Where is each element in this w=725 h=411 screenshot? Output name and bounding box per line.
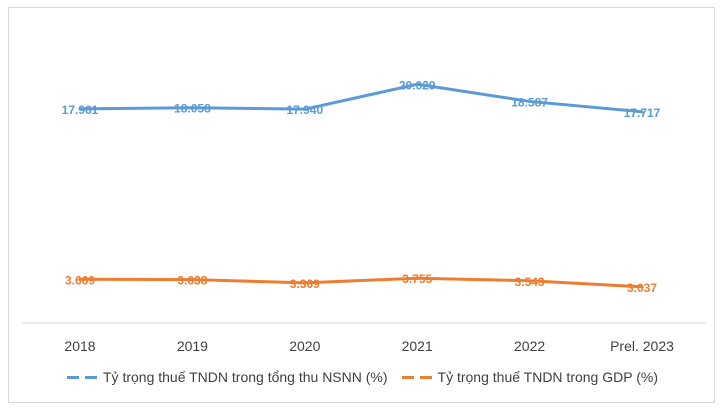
data-point (415, 276, 419, 280)
data-label: 3.543 (515, 275, 545, 289)
x-tick-label: 2022 (514, 338, 545, 354)
legend-item-0: Tỷ trọng thuế TNDN trong tổng thu NSNN (… (67, 369, 388, 385)
data-label: 20.029 (399, 78, 436, 92)
data-label: 18.587 (511, 95, 548, 109)
data-label: 18.058 (174, 102, 211, 116)
legend-swatch-1 (401, 375, 432, 379)
x-tick-label: 2019 (177, 338, 208, 354)
data-point (78, 277, 82, 281)
x-tick-label: Prel. 2023 (610, 338, 674, 354)
x-tick-label: 2021 (402, 338, 433, 354)
series-line (78, 276, 644, 289)
x-tick-label: 2020 (289, 338, 320, 354)
legend: Tỷ trọng thuế TNDN trong tổng thu NSNN (… (0, 362, 725, 392)
data-point (303, 281, 307, 285)
data-point (528, 99, 532, 103)
legend-swatch-0 (67, 375, 97, 379)
data-point (78, 107, 82, 111)
data-label: 3.037 (627, 281, 657, 295)
data-label: 17.961 (62, 103, 99, 117)
series-0: 17.961 18.058 17.940 20.029 18.587 17.717 (62, 78, 661, 120)
data-point (415, 82, 419, 86)
series-layer: 17.961 18.058 17.940 20.029 18.587 17.717 3.66… (62, 78, 661, 295)
data-label: 3.638 (177, 274, 207, 288)
legend-label-1: Tỷ trọng thuế TNDN trong GDP (%) (437, 369, 658, 385)
data-label: 3.669 (65, 273, 95, 287)
data-label: 17.940 (286, 103, 323, 117)
x-tick-label: 2018 (64, 338, 95, 354)
chart-frame (8, 7, 715, 403)
data-point (640, 110, 644, 114)
x-tick-labels: 2018 2019 2020 2021 2022 Prel. 2023 (64, 338, 674, 354)
data-point (190, 106, 194, 110)
series-1: 3.669 3.638 3.369 3.755 3.543 3.037 (65, 272, 657, 295)
data-point (303, 107, 307, 111)
data-point (190, 278, 194, 282)
data-label: 3.755 (402, 272, 432, 286)
legend-label-0: Tỷ trọng thuế TNDN trong tổng thu NSNN (… (103, 369, 388, 385)
series-line (78, 82, 644, 114)
data-point (640, 285, 644, 289)
data-label: 3.369 (290, 277, 320, 291)
data-label: 17.717 (624, 106, 661, 120)
data-point (528, 279, 532, 283)
legend-item-1: Tỷ trọng thuế TNDN trong GDP (%) (401, 369, 658, 385)
